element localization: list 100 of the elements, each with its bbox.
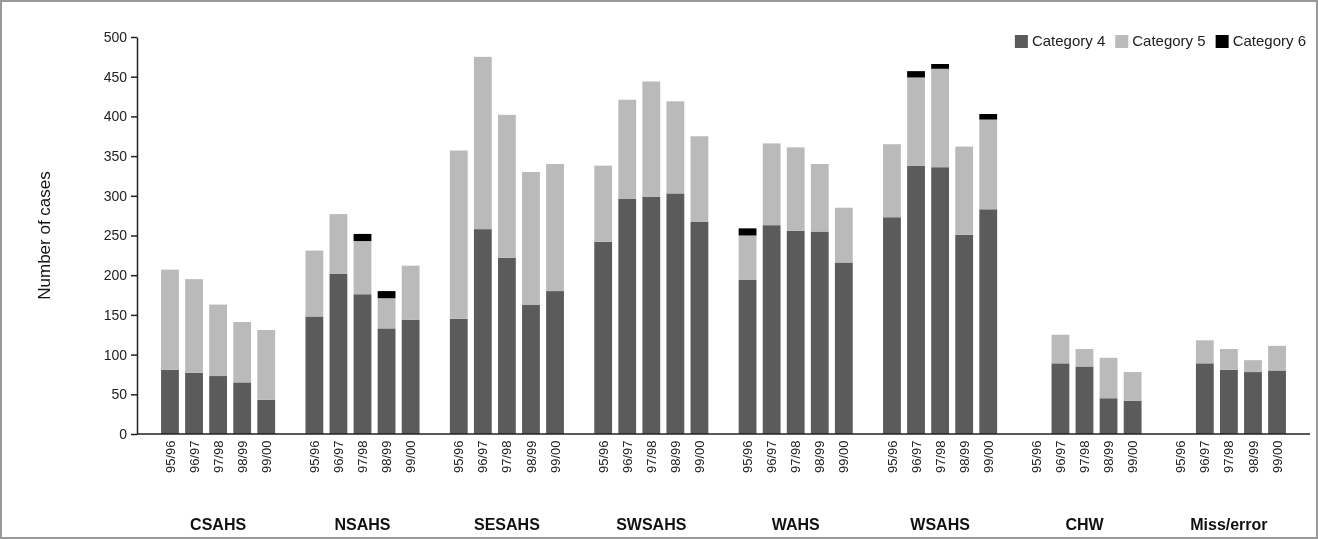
x-tick-label: 99/00 xyxy=(836,440,852,474)
bar xyxy=(955,146,974,235)
x-tick-label: 99/00 xyxy=(258,440,274,474)
bar xyxy=(209,304,228,377)
bar xyxy=(834,207,853,263)
bar xyxy=(762,143,781,226)
x-tick-label: 99/00 xyxy=(547,440,563,474)
bar xyxy=(666,101,685,194)
text: SWSAHS xyxy=(616,516,687,533)
text: NSAHS xyxy=(334,516,391,533)
x-tick-label: 98/99 xyxy=(234,440,250,474)
bar xyxy=(907,77,925,166)
text: Miss/error xyxy=(1190,516,1268,533)
bar xyxy=(377,291,396,299)
x-tick-label: 99/00 xyxy=(980,440,996,474)
bar xyxy=(1075,349,1094,367)
x-tick-label: 99/00 xyxy=(691,440,707,474)
bar xyxy=(233,322,252,383)
x-tick-label: 99/00 xyxy=(403,440,419,474)
bar xyxy=(1123,372,1142,401)
x-tick-label: 98/99 xyxy=(812,440,828,474)
bar xyxy=(522,171,540,305)
bar xyxy=(810,164,829,232)
x-tick-label: 95/96 xyxy=(740,440,756,474)
y-tick-label: 300 xyxy=(103,187,128,204)
y-tick-label: 0 xyxy=(119,425,128,442)
bar xyxy=(834,262,853,434)
text: CHW xyxy=(1065,516,1105,533)
bar xyxy=(762,225,781,434)
x-tick-label: 95/96 xyxy=(884,440,900,474)
y-tick-label: 350 xyxy=(103,148,128,165)
bar xyxy=(690,222,709,434)
bar xyxy=(738,279,757,434)
bar xyxy=(185,372,203,434)
bar xyxy=(1195,340,1214,364)
legend-label: Category 4 xyxy=(1031,32,1106,49)
bar xyxy=(907,71,925,78)
bar xyxy=(931,167,949,434)
bar xyxy=(257,329,276,400)
bar xyxy=(883,144,901,218)
x-tick-label: 97/98 xyxy=(1077,440,1093,474)
bar xyxy=(1099,357,1118,399)
bar xyxy=(1123,400,1142,434)
bar xyxy=(1051,363,1070,434)
x-tick-label: 99/00 xyxy=(1125,440,1141,474)
bar xyxy=(666,193,685,434)
bar xyxy=(1219,349,1238,370)
text: WAHS xyxy=(771,516,821,533)
bar xyxy=(498,114,516,258)
x-tick-label: 97/98 xyxy=(1221,440,1237,474)
bar xyxy=(1075,366,1094,434)
bar xyxy=(401,265,420,320)
bar xyxy=(979,114,998,120)
bar xyxy=(233,382,252,434)
x-tick-label: 98/99 xyxy=(1245,440,1261,474)
bar xyxy=(1244,360,1262,373)
x-tick-label: 96/97 xyxy=(330,440,346,474)
x-tick-label: 97/98 xyxy=(643,440,659,474)
bar xyxy=(931,64,949,69)
x-tick-label: 97/98 xyxy=(499,440,515,474)
bar xyxy=(161,369,179,434)
bar xyxy=(642,81,661,197)
bar xyxy=(329,273,348,434)
x-tick-label: 95/96 xyxy=(595,440,611,474)
bar xyxy=(1244,372,1262,434)
bar xyxy=(353,294,372,434)
x-tick-label: 95/96 xyxy=(451,440,467,474)
x-tick-label: 96/97 xyxy=(186,440,202,474)
text: SESAHS xyxy=(474,516,541,533)
bar xyxy=(1099,398,1118,434)
x-tick-label: 96/97 xyxy=(1197,440,1213,474)
y-tick-label: 450 xyxy=(103,68,128,85)
x-tick-label: 98/99 xyxy=(379,440,395,474)
bar xyxy=(546,291,564,434)
x-tick-label: 95/96 xyxy=(162,440,178,474)
legend-label: Category 5 xyxy=(1132,32,1206,49)
y-tick-label: 50 xyxy=(111,386,128,403)
x-tick-label: 98/99 xyxy=(523,440,539,474)
bar xyxy=(473,229,492,434)
bar xyxy=(979,209,998,434)
bar xyxy=(257,399,276,434)
bar xyxy=(305,316,324,434)
x-tick-label: 96/97 xyxy=(619,440,635,474)
bar xyxy=(1219,369,1238,434)
bar xyxy=(738,235,757,280)
bar xyxy=(353,233,372,242)
bar xyxy=(1268,370,1286,434)
x-tick-label: 95/96 xyxy=(306,440,322,474)
bar xyxy=(931,68,949,168)
bar xyxy=(473,56,492,230)
bar xyxy=(786,230,805,434)
x-tick-label: 98/99 xyxy=(667,440,683,474)
x-tick-label: 95/96 xyxy=(1028,440,1044,474)
bar xyxy=(594,241,613,434)
bar xyxy=(618,99,637,199)
bar xyxy=(810,231,829,434)
x-tick-label: 98/99 xyxy=(1101,440,1117,474)
y-tick-label: 250 xyxy=(103,227,128,244)
y-tick-label: 400 xyxy=(103,108,128,125)
bar xyxy=(353,241,372,295)
